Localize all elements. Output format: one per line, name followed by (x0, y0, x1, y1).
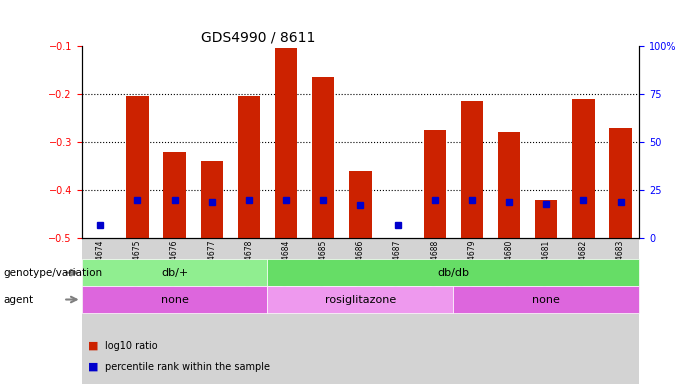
Bar (454, 238, 490, 384)
Bar (350, 171, 371, 238)
Text: none: none (532, 295, 560, 305)
Text: agent: agent (3, 295, 33, 305)
FancyBboxPatch shape (267, 259, 639, 286)
Bar (461, 101, 483, 238)
Bar (379, 238, 416, 384)
Text: log10 ratio: log10 ratio (105, 341, 158, 351)
Bar (231, 238, 267, 384)
Bar (193, 238, 231, 384)
Bar (498, 132, 520, 238)
Text: rosiglitazone: rosiglitazone (325, 295, 396, 305)
Text: db/+: db/+ (161, 268, 188, 278)
Text: GDS4990 / 8611: GDS4990 / 8611 (201, 31, 316, 45)
Text: percentile rank within the sample: percentile rank within the sample (105, 362, 271, 372)
FancyBboxPatch shape (82, 259, 267, 286)
Bar (126, 96, 148, 238)
Bar (573, 99, 594, 238)
Text: genotype/variation: genotype/variation (3, 268, 103, 278)
Bar (602, 238, 639, 384)
Bar (119, 238, 156, 384)
Text: ■: ■ (88, 341, 99, 351)
Text: none: none (160, 295, 188, 305)
FancyBboxPatch shape (82, 286, 267, 313)
Bar (609, 127, 632, 238)
Bar (528, 238, 565, 384)
Bar (416, 238, 454, 384)
Bar (535, 200, 558, 238)
Bar (201, 161, 223, 238)
Bar (490, 238, 528, 384)
Bar (275, 48, 297, 238)
FancyBboxPatch shape (267, 286, 454, 313)
Bar (342, 238, 379, 384)
Bar (565, 238, 602, 384)
Bar (424, 130, 446, 238)
Bar (82, 238, 119, 384)
Bar (238, 96, 260, 238)
Bar (312, 77, 335, 238)
Bar (305, 238, 342, 384)
Bar (267, 238, 305, 384)
Text: ■: ■ (88, 362, 99, 372)
Bar (156, 238, 193, 384)
Bar (163, 152, 186, 238)
FancyBboxPatch shape (454, 286, 639, 313)
Text: db/db: db/db (437, 268, 469, 278)
